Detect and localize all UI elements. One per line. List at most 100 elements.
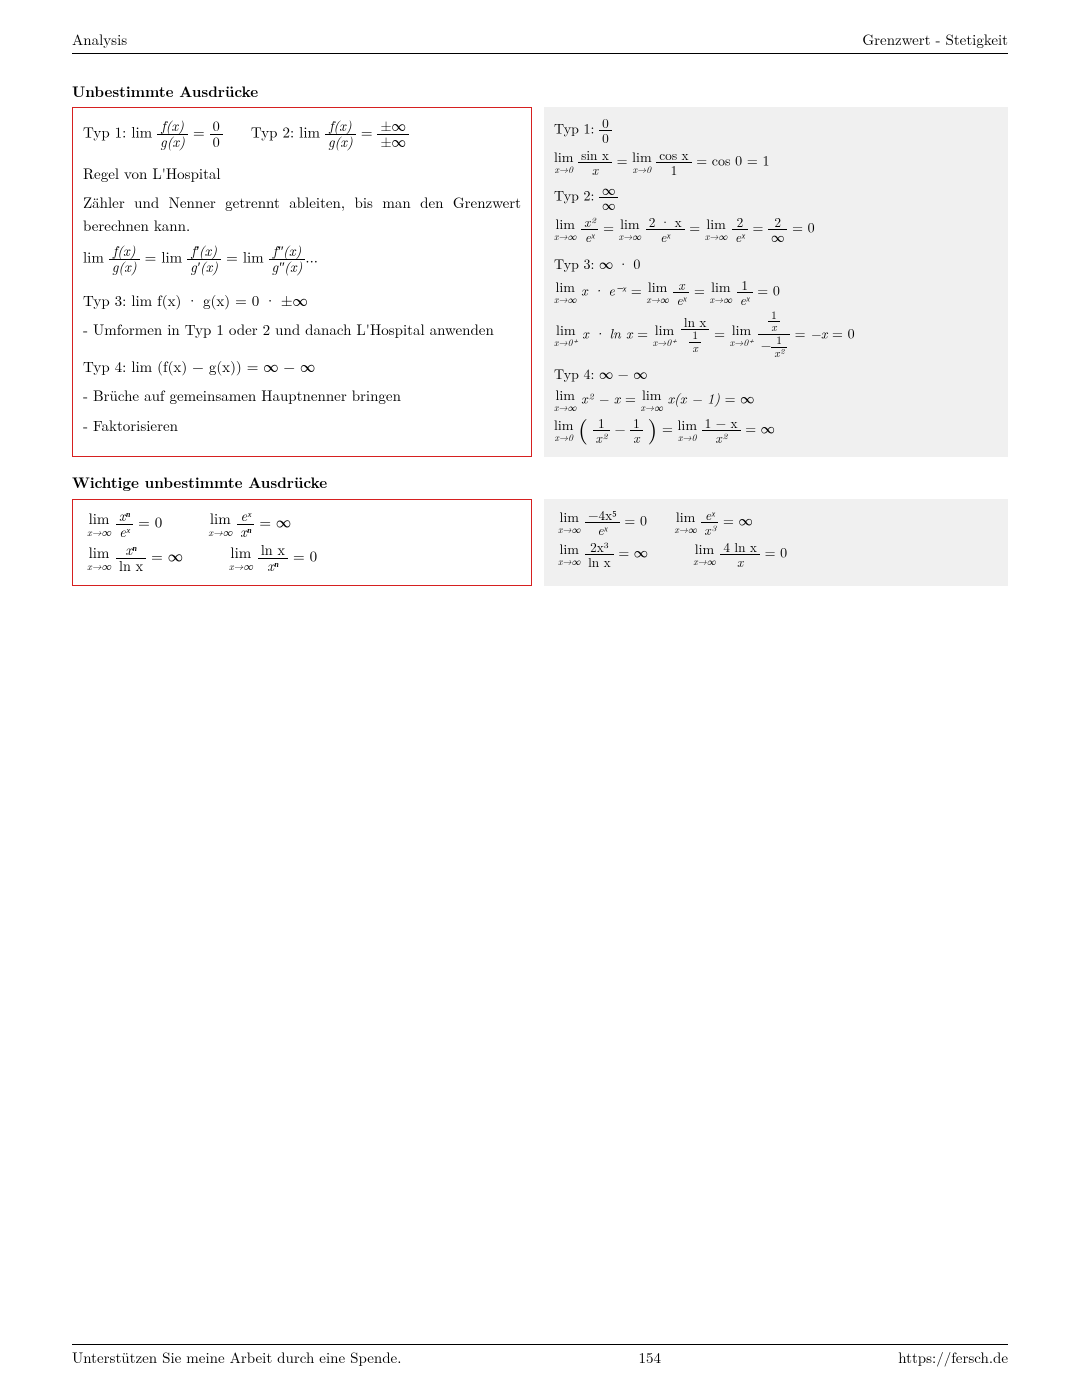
- s1r-xemx: limx→∞ x · e⁻ˣ = limx→∞ xeˣ = limx→∞ 1eˣ…: [554, 278, 998, 307]
- frac-inf-inf: ±∞ ±∞: [377, 119, 408, 150]
- lim-xi-4: limx→∞: [554, 280, 576, 305]
- lnxd2: ln x: [585, 554, 614, 569]
- lim3: lim: [243, 246, 264, 267]
- lb13: x→0: [678, 433, 697, 443]
- s2l-r2: limx→∞ xⁿln x = ∞ limx→∞ ln xxⁿ = 0: [87, 543, 521, 574]
- frac-0-0: 0 0: [210, 119, 223, 150]
- exd4: eˣ: [673, 292, 689, 307]
- s2r-r1: limx→∞ −4x⁵eˣ = 0 limx→∞ eˣx³ = ∞: [558, 508, 998, 537]
- frac-2-ex: 2eˣ: [732, 215, 748, 244]
- cos0: cos 0: [712, 150, 742, 170]
- lb2: x→∞: [619, 232, 641, 242]
- lb3: x→∞: [705, 232, 727, 242]
- oneoverx: 1x: [681, 329, 710, 355]
- frac-ex-x3: eˣx³: [701, 508, 718, 537]
- footer-right: https://fersch.de: [898, 1348, 1008, 1368]
- header-right: Grenzwert - Stetigkeit: [862, 30, 1008, 50]
- s2lb4: x→∞: [229, 561, 253, 571]
- sd: x: [578, 162, 612, 177]
- eqr7: =: [792, 217, 803, 237]
- lb12: x→0: [554, 433, 573, 443]
- lim-xi-6: limx→∞: [710, 280, 732, 305]
- z1: 0: [808, 217, 815, 237]
- s1r-xlnx: limx→0⁺ x · ln x = limx→0⁺ ln x 1x = lim…: [554, 310, 998, 361]
- s2lt2: lim: [208, 511, 232, 526]
- lim-xi-1: limx→∞: [554, 217, 576, 242]
- cd: 1: [656, 162, 691, 177]
- frac-fx-gx-2: f(x) g(x): [325, 119, 356, 150]
- eqid: = ∞: [618, 542, 648, 562]
- m1x2d: x²: [771, 347, 787, 360]
- eq0c: = 0: [624, 510, 647, 530]
- lim-s2r-2: limx→∞: [674, 510, 696, 535]
- gppx: g″(x): [269, 259, 306, 275]
- frac-fg: f(x) g(x): [109, 244, 140, 275]
- o1d: x: [689, 342, 701, 355]
- frac-4lnx-x: 4 ln xx: [720, 540, 760, 569]
- eqr17: =: [662, 418, 673, 438]
- footer-page: 154: [639, 1348, 662, 1368]
- gx: g(x): [157, 134, 188, 150]
- s1l-typ4: Typ 4: lim (f(x) − g(x)) = ∞ − ∞: [83, 355, 521, 378]
- section1-right: Typ 1: 0 0 limx→0 sin xx = limx→0 cos x1…: [544, 107, 1008, 457]
- eqic: = ∞: [723, 510, 753, 530]
- eqia: = ∞: [259, 512, 291, 533]
- rdinf: ∞: [599, 197, 618, 212]
- lim-x0-4: limx→0: [678, 418, 697, 443]
- lim1: lim: [83, 246, 104, 267]
- eqr16: =: [725, 388, 736, 408]
- typ2-label: Typ 2: lim: [251, 122, 320, 143]
- x2mx: x² − x: [581, 388, 620, 408]
- frac-1-x: 1x: [630, 416, 643, 445]
- lim-x0-3: limx→0: [554, 418, 573, 443]
- eqr1: =: [617, 150, 628, 170]
- eqr13: =: [795, 323, 806, 343]
- lim-s2-1: limx→∞: [87, 511, 111, 537]
- s2rb3: x→∞: [558, 557, 580, 567]
- frac00: 0 0: [599, 116, 612, 145]
- eq0a: = 0: [138, 512, 162, 533]
- s1l-typ4-desc2: - Faktorisieren: [83, 414, 521, 437]
- eqr14: =: [832, 323, 843, 343]
- s1l-desc: Zähler und Nenner getrennt ableiten, bis…: [83, 191, 521, 238]
- section1-content: Typ 1: lim f(x) g(x) = 0 0 Typ 2: lim f(…: [72, 107, 1008, 457]
- exd5: eˣ: [737, 292, 753, 307]
- xnd: xⁿ: [237, 524, 254, 540]
- lparen: (: [578, 420, 588, 438]
- eqr5: =: [689, 217, 700, 237]
- lnxd: ln x: [116, 558, 146, 574]
- lim-xi-3: limx→∞: [705, 217, 727, 242]
- lim-x0-1: limx→0: [554, 150, 573, 175]
- exd: eˣ: [581, 229, 598, 244]
- lim-xi-5: limx→∞: [646, 280, 668, 305]
- s1l-hospital-chain: lim f(x) g(x) = lim f′(x) g′(x) = lim f″…: [83, 244, 521, 275]
- t1-label: Typ 1:: [554, 118, 594, 138]
- lim-s2r-3: limx→∞: [558, 542, 580, 567]
- s1r-typ2: Typ 2: ∞ ∞: [554, 183, 998, 212]
- eqr11: =: [637, 323, 648, 343]
- s1r-x2mx: limx→∞ x² − x = limx→∞ x(x − 1) = ∞: [554, 388, 998, 413]
- eqr18: =: [745, 418, 756, 438]
- lim-x0-2: limx→0: [632, 150, 651, 175]
- s2lt1: lim: [87, 511, 111, 526]
- o3d: x: [630, 430, 643, 445]
- s1r-paren: limx→0 ( 1x² − 1x ) = limx→0 1 − xx² = ∞: [554, 416, 998, 445]
- s1l-typ4-desc1: - Brüche auf gemeinsamen Hauptnenner bri…: [83, 384, 521, 407]
- s1l-typ3-desc: - Umformen in Typ 1 oder 2 und danach L'…: [83, 318, 521, 341]
- lim-xi-7: limx→∞: [554, 388, 576, 413]
- fgx: g(x): [109, 259, 140, 275]
- frac-xn-lnx: xⁿln x: [116, 543, 146, 574]
- eqib: = ∞: [151, 546, 183, 567]
- m1x: 1x: [758, 310, 790, 335]
- xd: x: [720, 554, 760, 569]
- dots: ...: [305, 246, 318, 267]
- s2lb1: x→∞: [87, 527, 111, 537]
- s1l-typ12: Typ 1: lim f(x) g(x) = 0 0 Typ 2: lim f(…: [83, 119, 521, 150]
- limb2: x→0: [632, 165, 651, 175]
- eq0b: = 0: [293, 546, 317, 567]
- frac-fx-gx-1: f(x) g(x): [157, 119, 188, 150]
- lb6: x→∞: [710, 295, 732, 305]
- lb1: x→∞: [554, 232, 576, 242]
- o2d: x²: [593, 430, 610, 445]
- frac-ex-xn: eˣxⁿ: [237, 509, 254, 540]
